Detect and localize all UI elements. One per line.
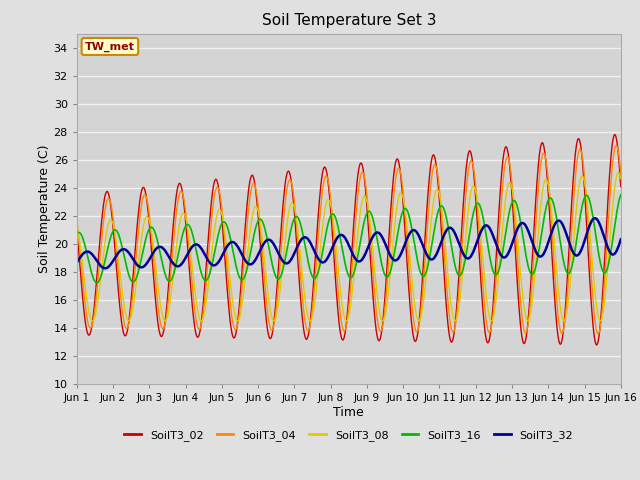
SoilT3_04 [216,190,223,195]
SoilT3_32 [568,247,575,252]
SoilT3_08 [73,224,81,230]
SoilT3_02 [567,213,575,218]
Line: SoilT3_02: SoilT3_02 [77,134,621,345]
SoilT3_02 [340,334,348,340]
SoilT3_02 [394,156,401,162]
SoilT3_08 [216,207,224,213]
SoilT3_08 [394,198,402,204]
SoilT3_02 [447,338,454,344]
SoilT3_04 [612,143,620,148]
X-axis label: Time: Time [333,406,364,419]
SoilT3_08 [614,170,622,176]
SoilT3_32 [394,256,402,262]
SoilT3_02 [617,184,625,190]
SoilT3_16 [568,264,575,270]
SoilT3_04 [394,168,401,174]
SoilT3_04 [617,170,625,176]
SoilT3_08 [448,305,456,311]
SoilT3_08 [617,176,625,181]
SoilT3_16 [216,224,224,230]
SoilT3_02 [593,342,600,348]
SoilT3_02 [216,192,223,198]
SoilT3_32 [101,265,109,271]
SoilT3_04 [595,331,602,337]
SoilT3_32 [617,237,625,242]
Title: Soil Temperature Set 3: Soil Temperature Set 3 [262,13,436,28]
SoilT3_04 [567,238,575,244]
SoilT3_08 [89,318,97,324]
SoilT3_16 [341,260,349,266]
SoilT3_16 [617,192,625,198]
SoilT3_16 [73,231,81,237]
SoilT3_32 [193,241,201,247]
SoilT3_08 [568,263,575,269]
Legend: SoilT3_02, SoilT3_04, SoilT3_08, SoilT3_16, SoilT3_32: SoilT3_02, SoilT3_04, SoilT3_08, SoilT3_… [120,425,578,445]
SoilT3_32 [341,235,349,241]
Line: SoilT3_04: SoilT3_04 [77,145,621,334]
SoilT3_32 [448,226,456,231]
SoilT3_16 [394,229,402,235]
SoilT3_16 [93,280,101,286]
Line: SoilT3_32: SoilT3_32 [77,218,621,268]
SoilT3_02 [193,332,200,337]
Text: TW_met: TW_met [85,41,135,52]
SoilT3_04 [193,317,200,323]
SoilT3_16 [193,251,201,257]
SoilT3_04 [340,328,348,334]
Line: SoilT3_16: SoilT3_16 [77,195,621,283]
SoilT3_08 [341,316,349,322]
SoilT3_04 [73,218,81,224]
SoilT3_32 [216,256,224,262]
SoilT3_16 [448,244,456,250]
SoilT3_02 [73,227,81,233]
Y-axis label: Soil Temperature (C): Soil Temperature (C) [38,144,51,273]
Line: SoilT3_08: SoilT3_08 [77,173,621,321]
SoilT3_04 [447,323,454,329]
SoilT3_02 [611,132,619,137]
SoilT3_08 [193,303,201,309]
SoilT3_32 [591,216,599,221]
SoilT3_32 [73,260,81,265]
